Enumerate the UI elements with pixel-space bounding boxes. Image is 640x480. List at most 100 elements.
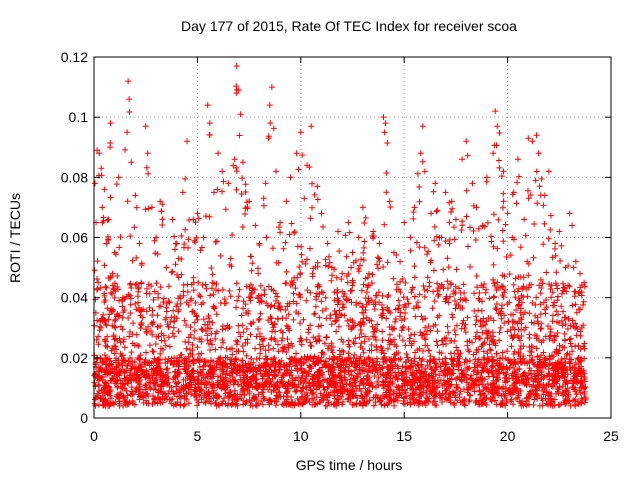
data-point — [344, 396, 351, 403]
data-point — [215, 377, 222, 384]
data-point — [358, 340, 365, 347]
data-point — [95, 333, 102, 340]
data-point — [329, 349, 336, 356]
data-point — [360, 256, 367, 263]
data-point — [418, 393, 425, 400]
data-point — [473, 346, 480, 353]
data-point — [348, 264, 355, 271]
data-point — [166, 396, 173, 403]
data-point — [165, 323, 172, 330]
data-point — [111, 350, 118, 357]
data-point — [207, 292, 214, 299]
data-point — [427, 357, 433, 364]
data-point — [222, 354, 229, 361]
data-point — [525, 272, 532, 279]
data-point — [292, 285, 299, 292]
data-point — [164, 379, 171, 386]
data-point — [265, 283, 272, 290]
data-point — [192, 239, 199, 246]
data-point — [105, 236, 112, 243]
data-point — [315, 374, 322, 381]
data-point — [565, 315, 572, 322]
data-point — [107, 273, 114, 280]
data-point — [516, 173, 523, 180]
data-point — [541, 386, 548, 393]
data-point — [494, 245, 501, 252]
data-point — [103, 367, 110, 374]
data-point — [479, 364, 486, 371]
data-point — [146, 342, 153, 349]
data-point — [380, 378, 387, 385]
data-point — [218, 344, 225, 351]
data-point — [582, 384, 589, 391]
data-point — [389, 379, 396, 386]
data-point — [336, 248, 343, 255]
data-point — [445, 378, 452, 385]
y-tick-label: 0.1 — [69, 109, 89, 125]
data-point — [198, 335, 205, 342]
data-point — [577, 306, 584, 313]
data-point — [416, 184, 423, 191]
data-point — [285, 341, 292, 348]
data-point — [448, 198, 455, 205]
data-point — [478, 395, 485, 402]
data-point — [194, 210, 201, 217]
data-point — [323, 391, 330, 398]
data-point — [217, 374, 224, 381]
data-point — [356, 262, 363, 269]
data-point — [284, 393, 291, 400]
data-point — [475, 369, 482, 376]
data-point — [150, 380, 157, 387]
data-point — [136, 240, 143, 247]
data-point — [138, 392, 145, 399]
data-point — [377, 398, 384, 405]
data-point — [166, 299, 173, 306]
data-point — [189, 374, 196, 381]
data-point — [549, 289, 556, 296]
data-point — [390, 275, 397, 282]
data-point — [179, 189, 186, 196]
data-point — [439, 383, 446, 390]
data-point — [107, 289, 114, 296]
data-point — [520, 373, 527, 380]
data-point — [282, 306, 289, 313]
data-point — [191, 335, 198, 342]
data-point — [217, 252, 224, 259]
data-point — [233, 186, 240, 193]
data-point — [410, 215, 417, 222]
data-point — [404, 365, 411, 372]
data-point — [115, 394, 122, 401]
data-point — [522, 309, 529, 316]
data-point — [191, 386, 198, 393]
data-point — [170, 324, 177, 331]
data-point — [162, 360, 169, 367]
data-point — [522, 380, 529, 387]
data-point — [560, 280, 567, 287]
data-point — [157, 284, 164, 291]
data-point — [337, 377, 344, 384]
data-point — [359, 204, 366, 211]
data-point — [226, 287, 233, 294]
data-point — [423, 387, 430, 394]
data-point — [202, 358, 209, 365]
data-point — [178, 255, 185, 262]
data-point — [314, 196, 321, 203]
data-point — [213, 393, 220, 400]
data-point — [255, 391, 262, 398]
data-point — [151, 288, 158, 295]
data-point — [401, 219, 408, 226]
data-point — [484, 368, 491, 375]
data-point — [517, 358, 524, 365]
data-point — [490, 362, 497, 369]
data-point — [378, 401, 385, 408]
data-point — [540, 381, 547, 388]
data-point — [234, 297, 241, 304]
data-point — [291, 402, 298, 409]
data-point — [268, 319, 275, 326]
data-point — [132, 300, 139, 307]
data-point — [450, 400, 457, 407]
data-point — [125, 291, 132, 298]
data-point — [391, 402, 398, 409]
data-point — [283, 322, 290, 329]
data-point — [157, 303, 164, 310]
